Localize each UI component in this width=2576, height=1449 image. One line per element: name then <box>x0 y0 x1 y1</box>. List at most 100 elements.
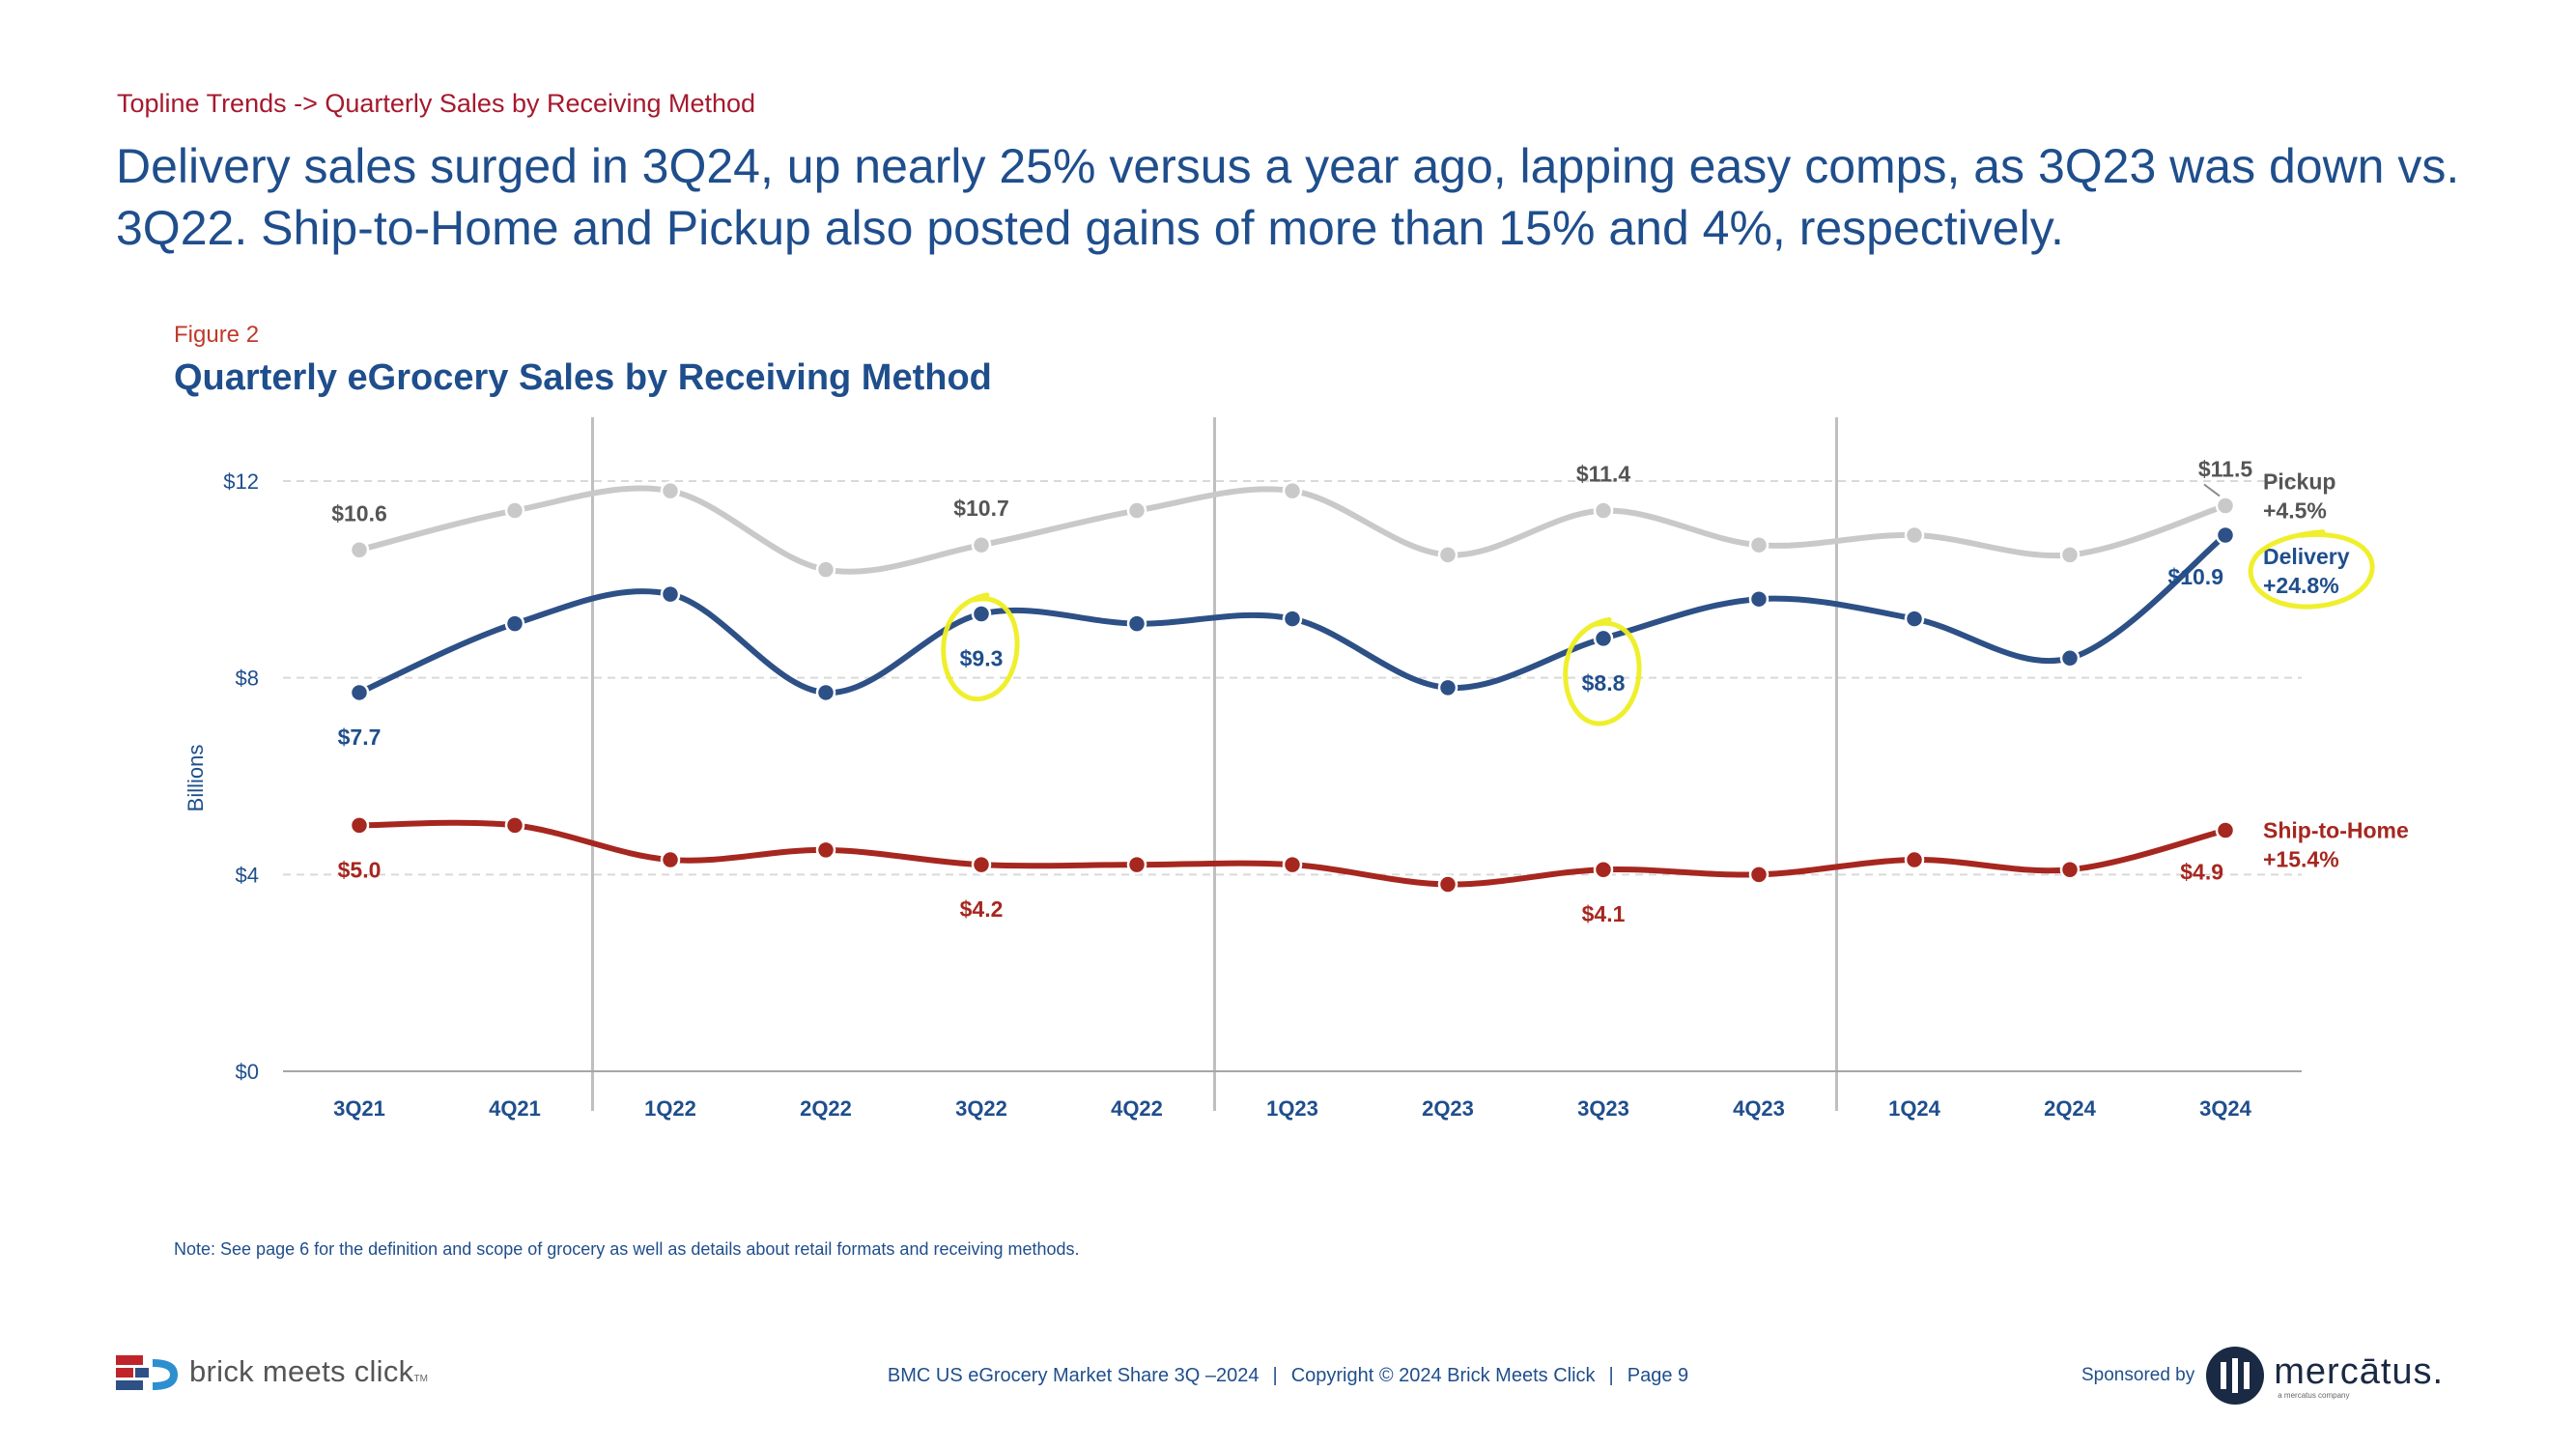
end-label-change-ship-to-home: +15.4% <box>2263 847 2339 872</box>
data-point-delivery <box>349 682 370 703</box>
data-point-ship-to-home <box>971 854 992 875</box>
data-point-ship-to-home <box>660 849 681 870</box>
footnote: Note: See page 6 for the definition and … <box>174 1239 1080 1259</box>
brick-meets-click-logo[interactable]: brick meets click TM <box>114 1349 428 1395</box>
data-label-delivery: $10.9 <box>2167 564 2223 589</box>
end-label-name-delivery: Delivery <box>2263 544 2350 569</box>
pickup-leader-line <box>2203 483 2221 497</box>
x-tick-label: 2Q23 <box>1422 1096 1474 1121</box>
x-tick-label: 4Q22 <box>1111 1096 1163 1121</box>
footer-separator: | <box>1272 1365 1278 1386</box>
data-label-pickup: $11.4 <box>1576 462 1630 487</box>
data-label-delivery: $9.3 <box>960 645 1004 670</box>
x-tick-label: 1Q22 <box>644 1096 696 1121</box>
data-label-ship-to-home: $5.0 <box>338 857 382 882</box>
data-label-pickup: $11.5 <box>2198 456 2252 481</box>
x-tick-label: 1Q23 <box>1266 1096 1318 1121</box>
data-point-ship-to-home <box>1593 859 1614 880</box>
data-label-pickup: $10.7 <box>953 496 1009 521</box>
data-point-pickup <box>1282 480 1303 501</box>
x-tick-label: 2Q22 <box>800 1096 852 1121</box>
data-point-delivery <box>971 604 992 624</box>
data-point-ship-to-home <box>815 839 836 861</box>
footer-separator: | <box>1608 1365 1614 1386</box>
data-point-delivery <box>504 613 525 634</box>
end-label-change-delivery: +24.8% <box>2263 573 2339 598</box>
highlight-circle <box>941 592 1020 701</box>
mercatus-logo-icon <box>2206 1347 2265 1405</box>
x-tick-label: 1Q24 <box>1888 1096 1941 1121</box>
x-tick-label: 4Q21 <box>489 1096 541 1121</box>
data-point-ship-to-home <box>2059 859 2081 880</box>
chart-title: Quarterly eGrocery Sales by Receiving Me… <box>174 357 992 398</box>
data-point-pickup <box>660 480 681 501</box>
y-axis-title: Billions <box>184 745 208 812</box>
x-tick-label: 3Q22 <box>955 1096 1007 1121</box>
data-point-pickup <box>349 540 370 560</box>
y-tick-label: $8 <box>236 667 259 691</box>
highlight-circle <box>1563 616 1642 726</box>
data-point-pickup <box>1437 545 1458 565</box>
page-headline: Delivery sales surged in 3Q24, up nearly… <box>116 139 2460 255</box>
data-point-ship-to-home <box>1282 854 1303 875</box>
data-label-pickup: $10.6 <box>331 500 387 526</box>
data-point-pickup <box>2059 545 2081 565</box>
data-point-pickup <box>1126 500 1147 521</box>
figure-label: Figure 2 <box>174 322 260 348</box>
data-point-ship-to-home <box>1904 849 1925 870</box>
sponsor-name: mercātus. <box>2274 1350 2445 1392</box>
end-label-change-pickup: +4.5% <box>2263 497 2327 523</box>
end-label-name-ship-to-home: Ship-to-Home <box>2263 818 2409 843</box>
y-tick-label: $0 <box>236 1060 259 1084</box>
data-point-delivery <box>660 583 681 605</box>
data-point-ship-to-home <box>1748 865 1769 885</box>
data-label-delivery: $7.7 <box>338 724 382 750</box>
data-point-pickup <box>1593 500 1614 521</box>
data-label-ship-to-home: $4.9 <box>2180 860 2223 885</box>
logo-trademark: TM <box>413 1373 428 1384</box>
data-point-ship-to-home <box>349 815 370 836</box>
data-label-delivery: $8.8 <box>1582 670 1626 696</box>
breadcrumb: Topline Trends -> Quarterly Sales by Rec… <box>117 89 756 118</box>
data-point-pickup <box>504 500 525 521</box>
data-point-pickup <box>971 534 992 555</box>
data-point-pickup <box>1904 525 1925 546</box>
data-point-delivery <box>1282 609 1303 629</box>
x-tick-label: 4Q23 <box>1733 1096 1785 1121</box>
data-point-ship-to-home <box>2215 820 2236 840</box>
data-point-ship-to-home <box>1437 874 1458 895</box>
footer-copyright: Copyright © 2024 Brick Meets Click <box>1290 1365 1596 1386</box>
footer-page-number: Page 9 <box>1627 1365 1689 1386</box>
y-tick-label: $12 <box>223 469 259 494</box>
brick-logo-icon <box>116 1355 178 1390</box>
data-point-delivery <box>2215 525 2236 546</box>
data-point-delivery <box>1593 628 1614 649</box>
sponsor-label: Sponsored by <box>2081 1365 2195 1385</box>
data-point-delivery <box>1748 588 1769 610</box>
footer-report-name: BMC US eGrocery Market Share 3Q –2024 <box>887 1365 1260 1386</box>
x-tick-label: 3Q21 <box>333 1096 385 1121</box>
end-label-name-pickup: Pickup <box>2263 469 2335 494</box>
data-point-pickup <box>815 559 836 580</box>
logo-text: brick meets click <box>189 1354 414 1388</box>
data-label-ship-to-home: $4.2 <box>960 896 1004 922</box>
data-point-delivery <box>1126 613 1147 634</box>
y-tick-label: $4 <box>236 863 259 887</box>
line-chart: $0 $4 $8 $12 Billions 3Q21 4Q21 1Q22 2Q22 3Q22 4Q2… <box>184 417 2409 1121</box>
sponsor-block[interactable]: Sponsored by mercātus. a mercatus compan… <box>2081 1345 2444 1406</box>
x-tick-label: 3Q23 <box>1577 1096 1629 1121</box>
x-tick-label: 3Q24 <box>2199 1096 2252 1121</box>
data-point-pickup <box>1748 534 1769 555</box>
x-tick-label: 2Q24 <box>2044 1096 2097 1121</box>
data-point-delivery <box>1904 609 1925 629</box>
data-point-delivery <box>1437 677 1458 698</box>
data-point-pickup <box>2215 496 2236 516</box>
data-point-ship-to-home <box>1126 854 1147 875</box>
sponsor-subtitle: a mercatus company <box>2278 1390 2350 1400</box>
data-point-delivery <box>2059 648 2081 668</box>
highlight-circle <box>2248 529 2375 610</box>
data-label-ship-to-home: $4.1 <box>1582 901 1626 926</box>
data-point-delivery <box>815 682 836 703</box>
footer-center: BMC US eGrocery Market Share 3Q –2024 | Co… <box>0 1365 2576 1387</box>
data-point-ship-to-home <box>504 815 525 836</box>
